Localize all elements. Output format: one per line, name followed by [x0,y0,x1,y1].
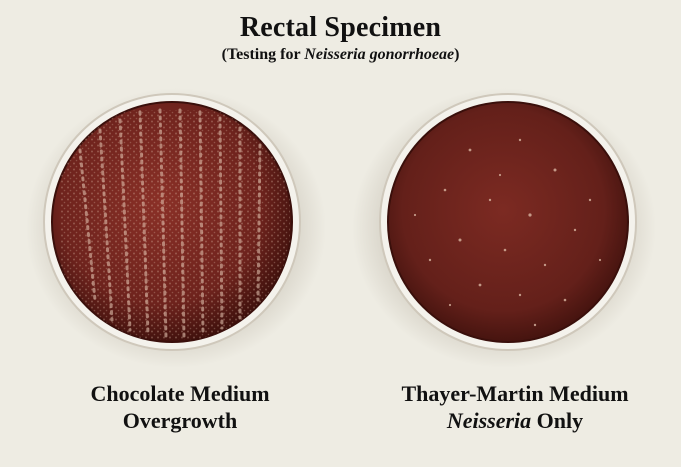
right-plate-medium: Thayer-Martin Medium [401,381,629,406]
left-colony-overgrowth [60,108,290,340]
right-plate-genus: Neisseria [446,408,532,433]
subtitle-prefix: (Testing for [221,46,305,63]
page-title: Rectal Specimen [239,12,442,43]
subtitle: (Testing for Neisseria gonorrhoeae) [0,47,681,63]
right-plate-result: Neisseria Only [360,407,670,434]
left-plate-caption: Chocolate Medium Overgrowth [30,380,330,434]
left-plate-medium: Chocolate Medium [90,381,270,406]
right-plate-caption: Thayer-Martin Medium Neisseria Only [360,380,670,434]
right-plate-result-suffix: Only [531,408,584,433]
right-agar [387,101,629,343]
subtitle-suffix: ) [454,46,460,63]
left-plate-result: Overgrowth [122,408,238,433]
right-sparse-colonies [413,138,602,327]
subtitle-organism: Neisseria gonorrhoeae [304,46,455,63]
